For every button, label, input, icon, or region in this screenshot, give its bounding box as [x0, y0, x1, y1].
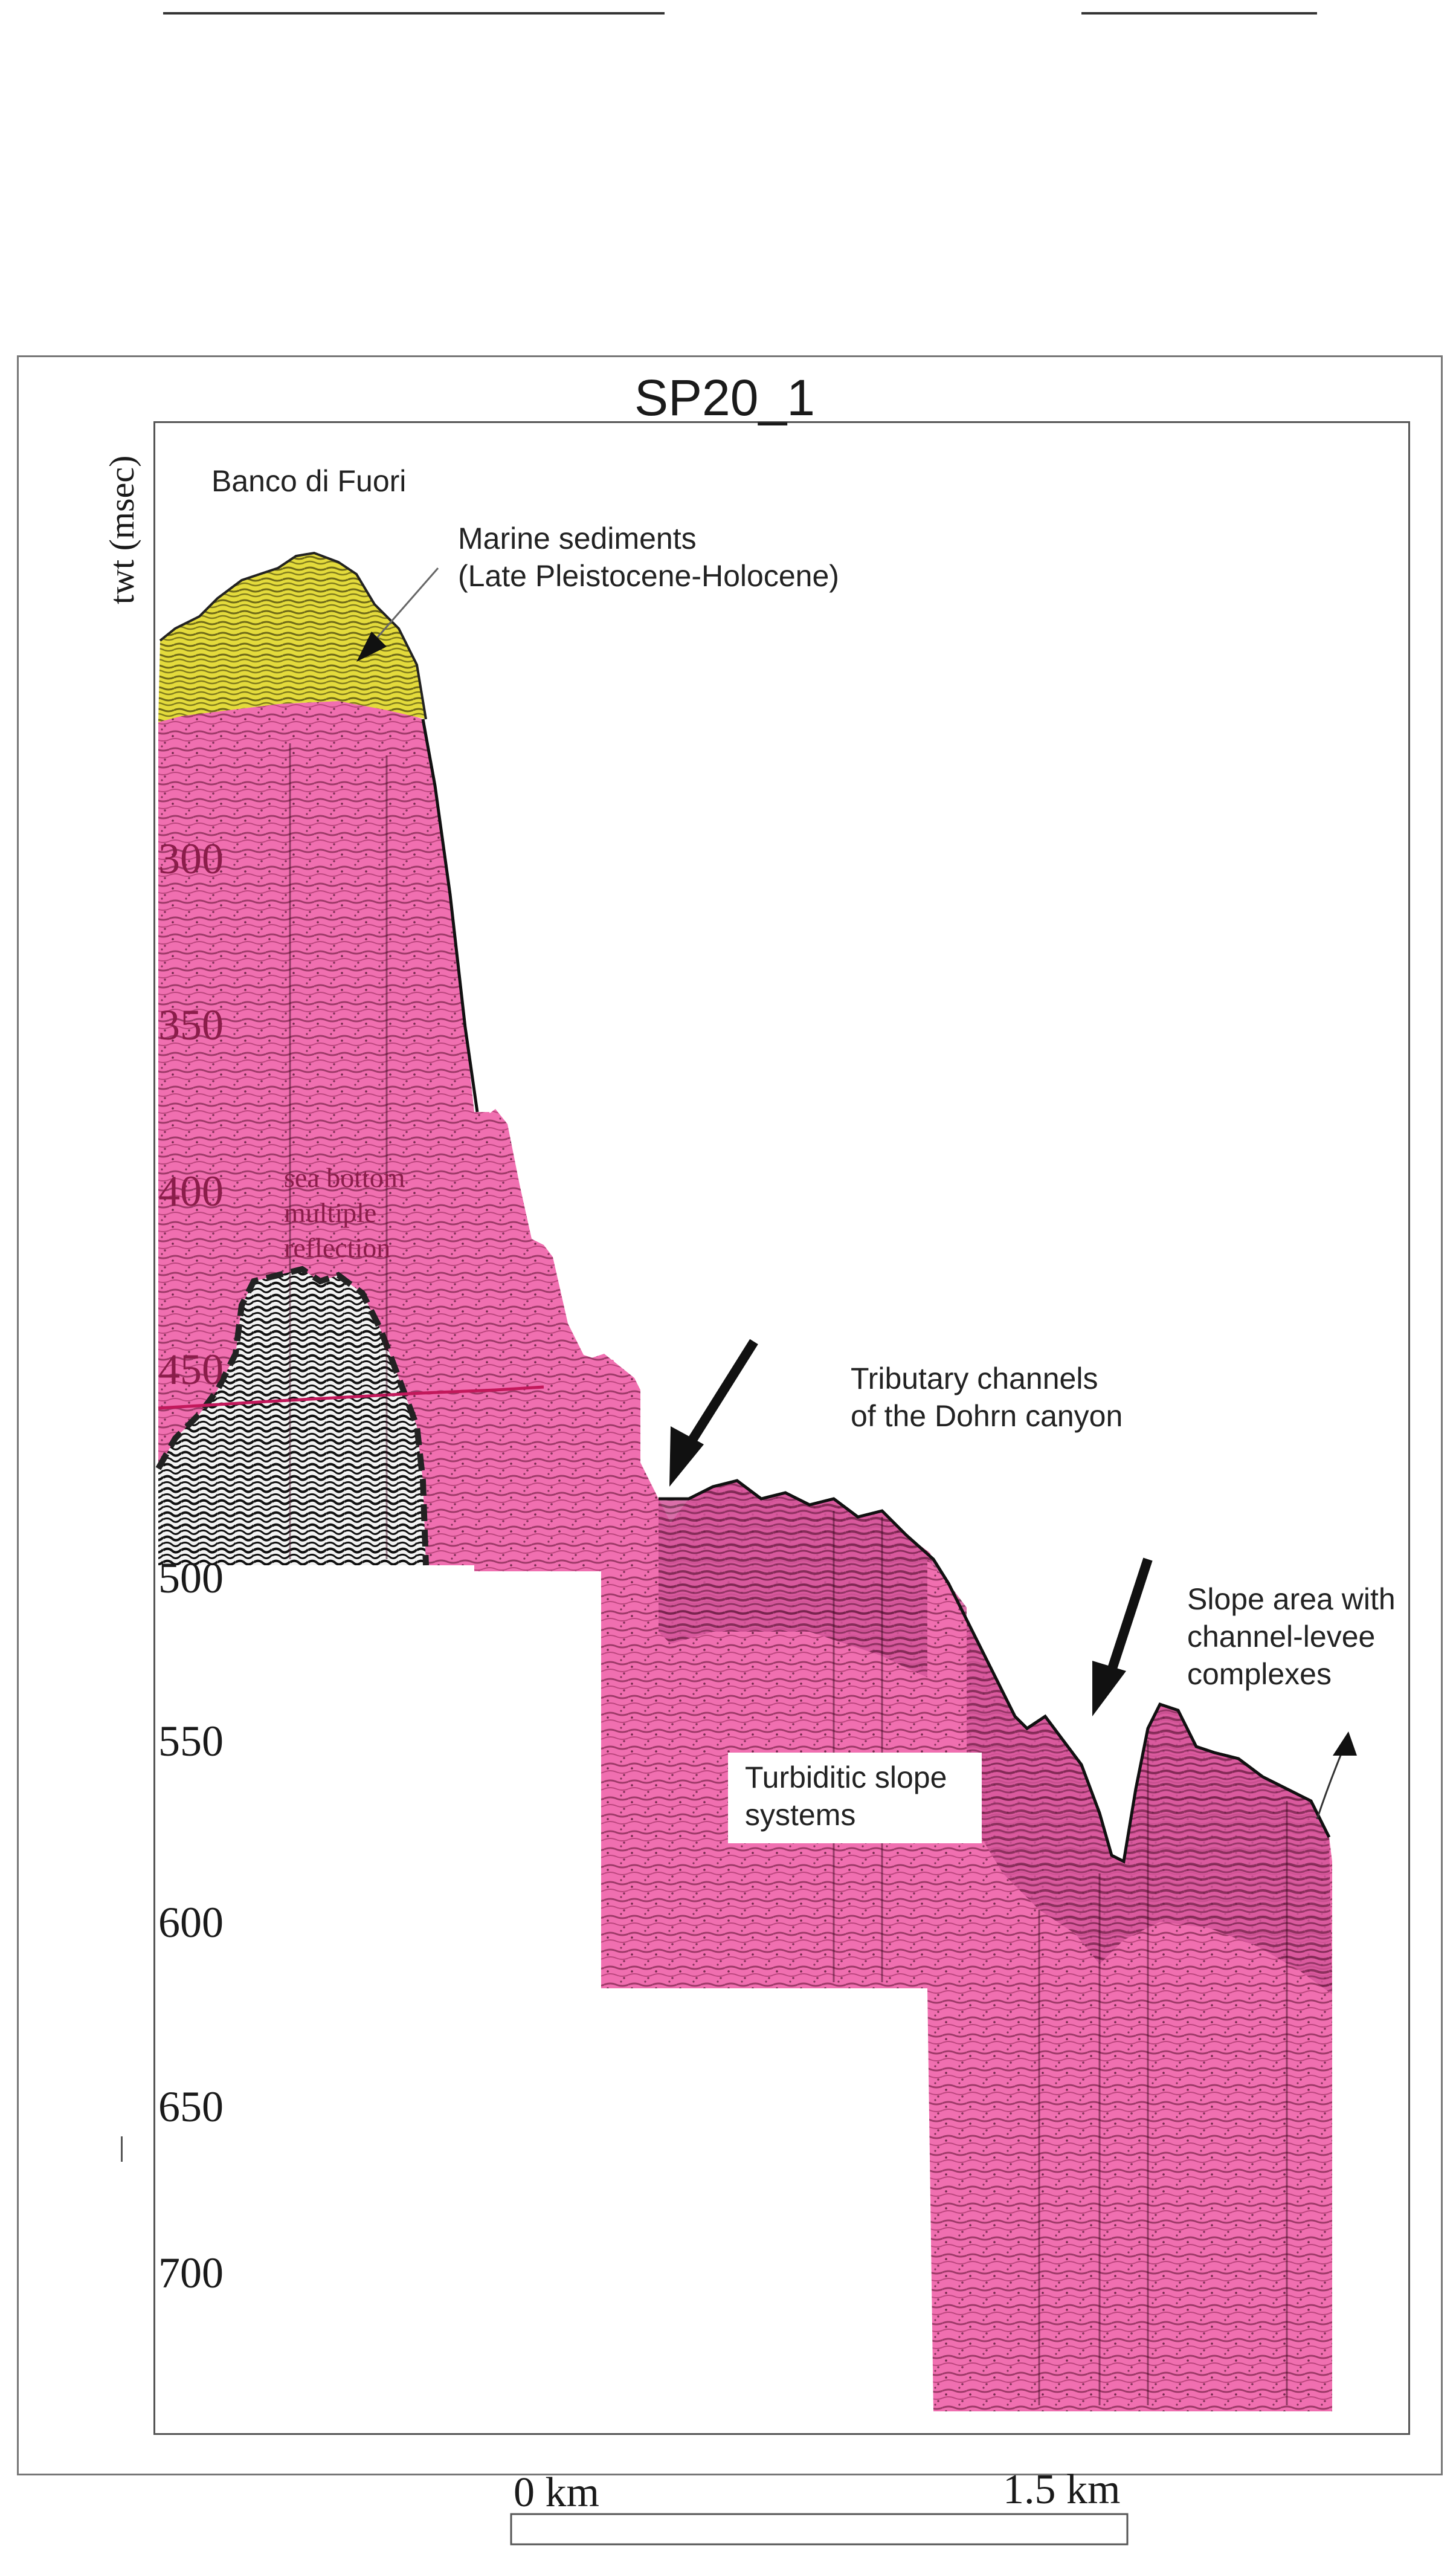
y-tick-600: 600 [158, 1898, 224, 1947]
outer-frame [17, 355, 1443, 2475]
label-multiple-line1: sea bottom [284, 1162, 405, 1193]
label-tributary-line2: of the Dohrn canyon [851, 1399, 1123, 1433]
y-axis-label: twt (msec) [102, 455, 141, 604]
y-tick-400: 400 [158, 1167, 224, 1215]
label-sea-bottom-multiple: sea bottom multiple reflection [284, 1160, 405, 1266]
label-tributary-line1: Tributary channels [851, 1362, 1098, 1395]
y-tick-650: 650 [158, 2083, 224, 2131]
y-tick-550: 550 [158, 1717, 224, 1765]
label-marine-sediments: Marine sediments (Late Pleistocene-Holoc… [458, 520, 839, 595]
label-banco-di-fuori: Banco di Fuori [211, 464, 407, 498]
scale-end-label: 1.5 km [1003, 2466, 1121, 2513]
y-tick-350: 350 [158, 1001, 224, 1049]
scale-start-label: 0 km [514, 2469, 599, 2516]
label-marine-sediments-line2: (Late Pleistocene-Holocene) [458, 559, 839, 593]
label-marine-sediments-line1: Marine sediments [458, 522, 697, 555]
scan-line-right [1081, 12, 1317, 15]
y-tick-500: 500 [158, 1554, 224, 1602]
scan-mark [121, 2136, 123, 2162]
label-slope-line1: Slope area with [1187, 1582, 1396, 1616]
y-tick-300: 300 [158, 835, 224, 883]
label-tributary-channels: Tributary channels of the Dohrn canyon [851, 1360, 1123, 1435]
label-multiple-line3: reflection [284, 1232, 391, 1263]
y-tick-700: 700 [158, 2249, 224, 2297]
y-tick-450: 450 [158, 1345, 224, 1394]
scan-line-left [163, 12, 665, 15]
plot-frame [153, 421, 1410, 2435]
label-turbiditic-line2: systems [745, 1798, 856, 1832]
label-turbiditic-line1: Turbiditic slope [745, 1760, 947, 1794]
label-slope-line3: complexes [1187, 1657, 1332, 1691]
label-slope-line2: channel-levee [1187, 1620, 1376, 1653]
label-slope-area: Slope area with channel-levee complexes [1187, 1580, 1396, 1693]
label-multiple-line2: multiple [284, 1197, 377, 1228]
label-turbiditic-slope: Turbiditic slope systems [728, 1753, 982, 1843]
figure-title: SP20_1 [634, 369, 815, 426]
